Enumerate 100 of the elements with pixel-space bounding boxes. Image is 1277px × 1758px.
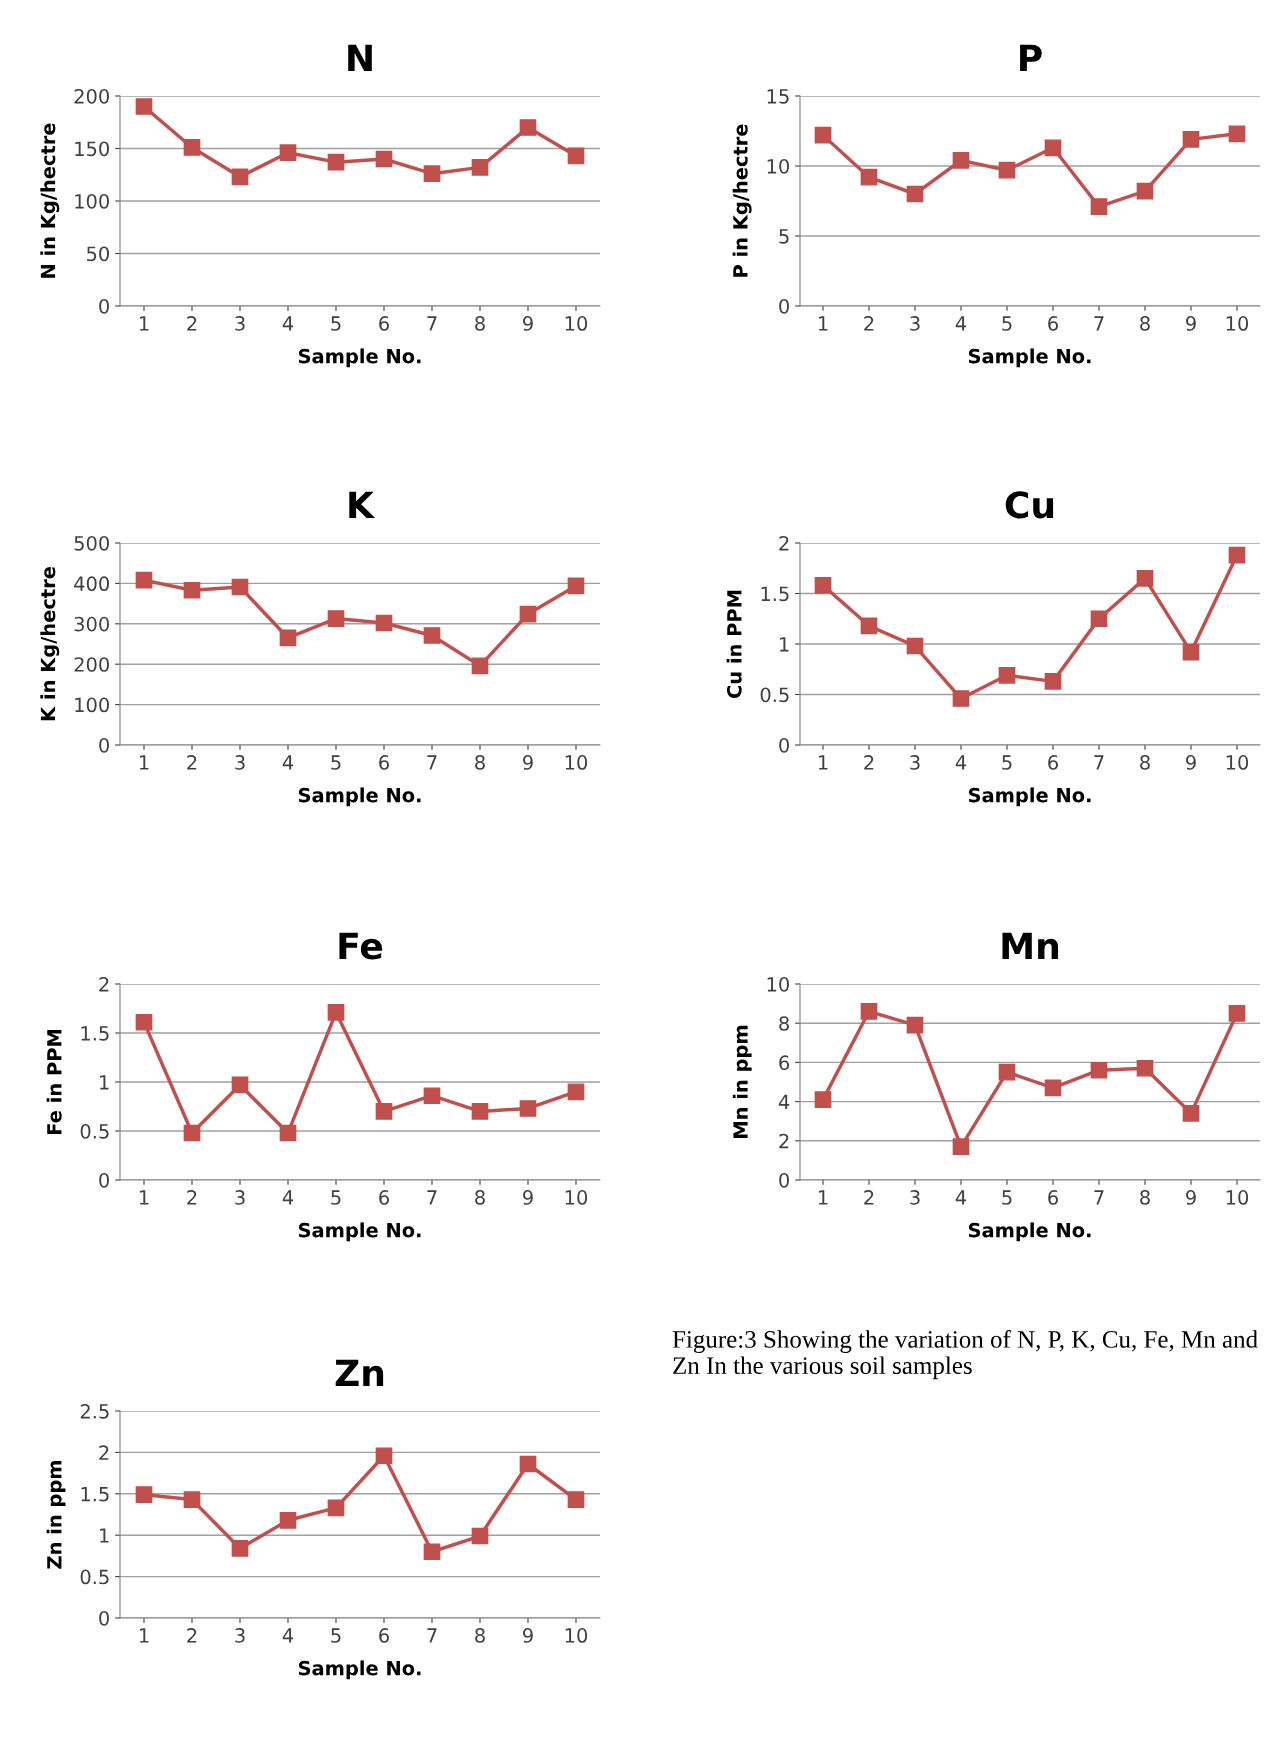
y-tick-label: 0.5	[80, 1569, 109, 1585]
x-tick-label: 3	[235, 316, 245, 331]
y-tick-label: 8	[779, 1016, 789, 1031]
x-tick-label: 6	[379, 1190, 389, 1205]
x-tick-label: 5	[331, 316, 341, 331]
x-tick-label: 6	[379, 755, 389, 770]
y-tick-label: 0	[779, 298, 789, 314]
point	[519, 119, 537, 136]
x-tick-label: 9	[523, 316, 533, 331]
x-tick-label: 2	[864, 316, 874, 331]
y-tick-label: 400	[74, 576, 109, 592]
chart-title: Zn	[335, 1359, 384, 1386]
x-tick-label: 10	[1226, 1190, 1249, 1205]
x-tick-label: 2	[187, 1628, 197, 1643]
point	[327, 1499, 345, 1517]
point	[471, 159, 489, 176]
x-tick-label: 5	[331, 755, 341, 770]
y-axis-title: Mn in ppm	[732, 1025, 752, 1138]
x-tick-label: 2	[187, 316, 197, 331]
x-tick-label: 7	[427, 316, 437, 331]
point	[183, 1124, 201, 1142]
x-tick-label: 10	[565, 1628, 588, 1643]
x-tick-label: 1	[139, 1628, 149, 1643]
y-tick-label: 0	[99, 737, 109, 753]
chart-title: Mn	[1002, 932, 1058, 959]
point	[1136, 1059, 1154, 1077]
y-tick-label: 1.5	[761, 586, 789, 602]
x-tick-label: 6	[379, 316, 389, 331]
x-tick-label: 7	[427, 1190, 437, 1205]
point	[906, 1016, 924, 1034]
x-tick-label: 10	[565, 1190, 588, 1205]
x-tick-label: 6	[1048, 755, 1058, 770]
point	[1044, 139, 1062, 157]
point	[998, 161, 1016, 179]
y-tick-label: 0	[779, 737, 789, 753]
point	[1090, 1061, 1108, 1079]
point	[135, 571, 153, 589]
y-axis-title: Fe in PPM	[46, 1030, 62, 1135]
x-tick-label: 2	[864, 755, 874, 770]
x-tick-label: 9	[523, 755, 533, 770]
x-axis-title: Sample No.	[298, 348, 421, 368]
y-tick-label: 300	[74, 616, 109, 632]
point	[375, 614, 393, 632]
y-tick-label: 0	[99, 298, 109, 314]
y-tick-label: 1.5	[81, 1487, 109, 1502]
point	[1182, 131, 1200, 148]
point	[231, 1540, 249, 1557]
point	[135, 1486, 153, 1503]
y-tick-label: 1	[100, 1528, 109, 1543]
y-tick-label: 0	[99, 1172, 109, 1188]
point	[471, 657, 489, 675]
y-axis-title: P in Kg/hectre	[732, 124, 752, 277]
point	[860, 1003, 878, 1020]
point	[814, 1091, 832, 1108]
point	[567, 1491, 585, 1508]
y-tick-label: 200	[74, 657, 109, 672]
point	[231, 1076, 249, 1094]
y-tick-label: 10	[767, 158, 789, 174]
chart-title: Cu	[1005, 491, 1054, 519]
point	[375, 1447, 393, 1465]
x-tick-label: 8	[1140, 755, 1150, 770]
x-tick-label: 4	[282, 1628, 294, 1643]
x-tick-label: 2	[864, 1190, 874, 1205]
y-tick-label: 15	[767, 89, 789, 104]
point	[423, 1087, 441, 1105]
y-tick-label: 2	[779, 1133, 789, 1149]
point	[860, 617, 878, 635]
x-tick-label: 6	[1048, 1190, 1058, 1205]
chart-title: N	[348, 44, 372, 71]
x-tick-label: 4	[282, 755, 294, 770]
y-tick-label: 2.5	[80, 1403, 109, 1419]
point	[1090, 610, 1108, 628]
x-tick-label: 5	[1002, 316, 1012, 331]
x-axis-title: Sample No.	[968, 1222, 1091, 1242]
y-tick-label: 100	[75, 193, 109, 209]
y-axis-title: N in Kg/hectre	[40, 123, 60, 278]
point	[906, 637, 924, 655]
x-tick-label: 9	[523, 1190, 533, 1205]
point	[1228, 125, 1246, 143]
x-tick-label: 8	[475, 755, 485, 770]
x-tick-label: 6	[1048, 316, 1058, 331]
x-tick-label: 2	[187, 1190, 197, 1205]
y-tick-label: 6	[779, 1055, 790, 1071]
point	[1136, 182, 1154, 200]
x-axis-title: Sample No.	[298, 1660, 421, 1680]
point	[423, 165, 441, 183]
x-tick-label: 1	[139, 1190, 149, 1205]
x-axis-title: Sample No.	[968, 348, 1091, 368]
x-tick-label: 10	[565, 316, 588, 331]
point	[567, 1083, 585, 1101]
y-tick-label: 1	[780, 637, 789, 652]
chart-title: Fe	[339, 932, 383, 960]
point	[998, 666, 1016, 684]
x-tick-label: 4	[282, 1190, 294, 1205]
y-axis-title: K in Kg/hectre	[40, 567, 60, 721]
y-tick-label: 4	[778, 1094, 790, 1109]
point	[423, 1543, 441, 1561]
x-tick-label: 8	[1140, 316, 1150, 331]
point	[423, 627, 441, 644]
x-tick-label: 4	[955, 1190, 967, 1205]
